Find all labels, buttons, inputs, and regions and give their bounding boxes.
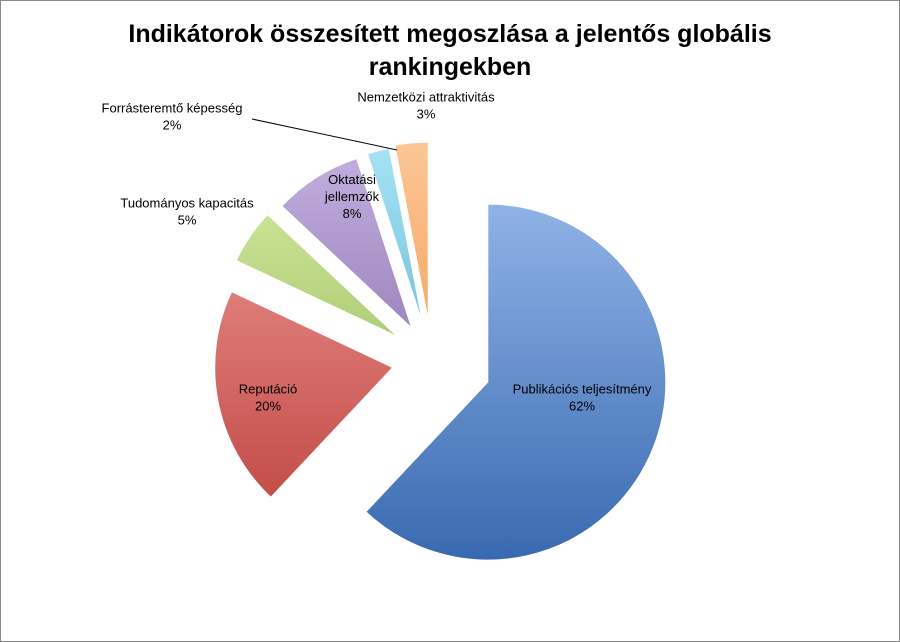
pie-slice xyxy=(365,203,667,561)
pie-slice xyxy=(281,157,413,329)
chart-title: Indikátorok összesített megoszlása a jel… xyxy=(0,18,900,84)
pie-slice xyxy=(235,213,398,337)
slice-name-label: Reputáció xyxy=(239,382,298,397)
pie-slice xyxy=(394,141,429,321)
slice-value-label: 5% xyxy=(178,213,197,228)
slice-name-label: Tudományos kapacitás xyxy=(120,196,254,211)
slice-name-label: Publikációs teljesítmény xyxy=(513,382,652,397)
slices-layer xyxy=(214,141,667,561)
labels-layer: Publikációs teljesítmény 62% Reputáció 20% T… xyxy=(102,90,652,414)
chart-title-line-1: Indikátorok összesített megoszlása a jel… xyxy=(128,20,772,48)
slice-value-label: 3% xyxy=(417,107,436,122)
chart-title-line-2: rankingekben xyxy=(368,53,532,81)
slice-name-label: Oktatási xyxy=(328,172,376,187)
slice-name-label: jellemzők xyxy=(324,189,380,204)
slice-name-label: Nemzetközi attraktivitás xyxy=(357,90,495,105)
leader-line xyxy=(251,118,398,151)
slice-value-label: 62% xyxy=(569,399,595,414)
slice-value-label: 20% xyxy=(255,399,281,414)
leader-lines xyxy=(251,118,398,151)
slice-value-label: 2% xyxy=(163,118,182,133)
slice-value-label: 8% xyxy=(343,206,362,221)
slice-name-label: Forrásteremtő képesség xyxy=(102,101,243,116)
pie-slice xyxy=(214,291,394,498)
